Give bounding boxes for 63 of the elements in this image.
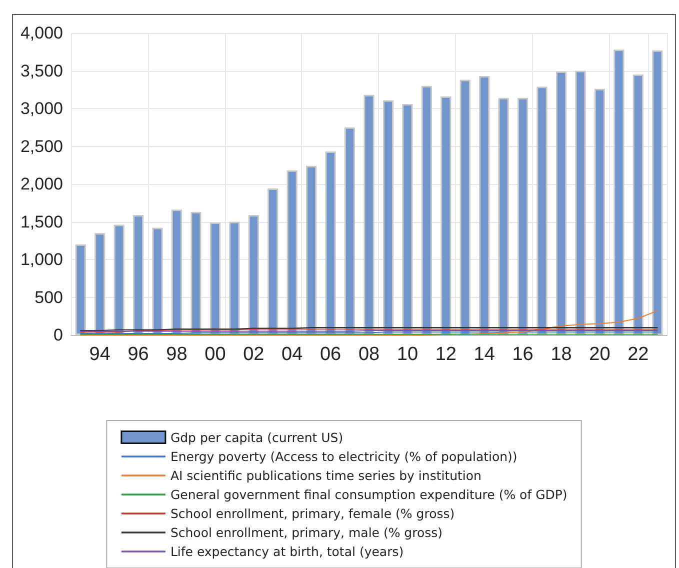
bar — [382, 100, 394, 335]
bar — [518, 98, 528, 335]
legend-label: Life expectancy at birth, total (years) — [170, 544, 404, 559]
bar — [325, 152, 336, 335]
x-tick-label: 16 — [512, 344, 534, 365]
y-tick-label: 500 — [34, 288, 63, 307]
x-tick-label: 12 — [435, 344, 456, 365]
x-tick-label: 94 — [89, 344, 111, 365]
bar — [344, 127, 356, 335]
bar — [133, 214, 144, 335]
y-tick-label: 1,500 — [20, 212, 63, 232]
bar — [536, 86, 548, 335]
bar — [402, 104, 413, 335]
line-series — [80, 310, 658, 336]
legend-label: Gdp per capita (current US) — [170, 430, 344, 445]
bar — [210, 222, 220, 335]
y-tick-label: 2,500 — [20, 136, 63, 156]
bar — [652, 50, 663, 335]
bar — [248, 214, 259, 335]
y-tick-label: 4,000 — [20, 24, 63, 42]
y-tick-label: 3,500 — [20, 61, 63, 80]
x-tick-label: 22 — [628, 344, 649, 365]
x-tick-label: 04 — [282, 344, 304, 365]
bar — [632, 74, 644, 335]
x-tick-label: 08 — [358, 344, 380, 365]
x-tick-label: 98 — [166, 344, 188, 365]
legend-label: Energy poverty (Access to electricity (% of population)) — [170, 449, 518, 464]
bar — [460, 80, 470, 335]
bar — [268, 188, 278, 335]
bar — [306, 166, 317, 335]
bar — [190, 212, 202, 335]
legend-label: School enrollment, primary, female (% gross) — [170, 506, 455, 521]
legend-label: General government final consumption expenditure (% of GDP) — [170, 487, 568, 502]
bar — [479, 76, 490, 335]
x-tick-label: 20 — [589, 344, 610, 365]
bar — [364, 94, 374, 335]
bar — [152, 228, 163, 335]
x-tick-label: 96 — [128, 344, 149, 365]
bar — [614, 50, 624, 335]
y-tick-label: 1,000 — [20, 250, 63, 269]
y-tick-label: 2,000 — [20, 174, 63, 194]
y-tick-label: 3,000 — [20, 99, 63, 118]
bar — [421, 86, 432, 335]
legend-label: School enrollment, primary, male (% gross) — [170, 525, 443, 540]
x-tick-label: 18 — [550, 344, 572, 365]
bar — [171, 210, 182, 335]
x-tick-label: 10 — [396, 344, 418, 365]
bar — [575, 70, 586, 335]
bar — [594, 88, 605, 335]
bar — [556, 72, 567, 335]
bar — [286, 170, 298, 335]
x-tick-label: 02 — [243, 344, 264, 365]
legend-label: AI scientific publications time series by institution — [170, 468, 482, 483]
bar — [75, 244, 86, 335]
bar — [498, 98, 509, 335]
bar — [440, 96, 452, 335]
x-tick-label: 06 — [320, 344, 342, 365]
bar — [94, 233, 106, 335]
bar — [114, 224, 124, 335]
x-tick-label: 14 — [474, 344, 496, 365]
y-tick-label: 0 — [54, 326, 63, 344]
bar — [229, 222, 240, 335]
x-tick-label: 00 — [204, 344, 226, 365]
